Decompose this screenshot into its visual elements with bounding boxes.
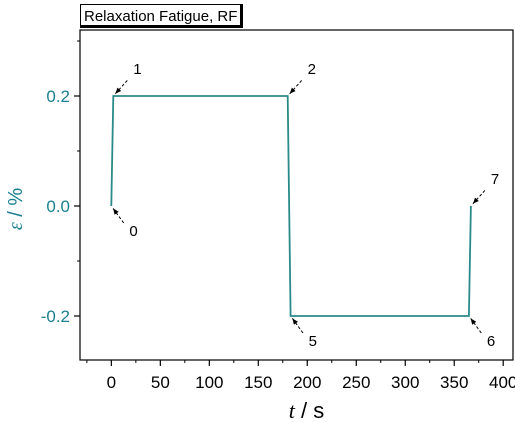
x-tick-label: 300 — [391, 373, 419, 392]
y-axis-label: ε / % — [5, 188, 27, 231]
axis-ticks — [74, 40, 504, 366]
x-tick-label: 400 — [489, 373, 515, 392]
annotation-label: 0 — [129, 223, 137, 240]
chart-title: Relaxation Fatigue, RF — [80, 4, 244, 28]
x-axis-label: t / s — [289, 398, 324, 422]
x-tick-label: 50 — [151, 373, 170, 392]
series-line — [110, 95, 472, 317]
annotation-label: 2 — [308, 61, 316, 78]
x-tick-label: 250 — [342, 373, 370, 392]
annotation-arrowhead — [292, 318, 298, 325]
annotation-arrowhead — [289, 87, 296, 94]
x-tick-label: 350 — [440, 373, 468, 392]
y-tick-label: 0.0 — [46, 197, 70, 216]
x-axis-var: t — [289, 398, 296, 422]
annotation-arrowhead — [113, 208, 119, 215]
y-axis-var: ε — [5, 222, 27, 230]
annotation-arrowhead — [115, 87, 122, 94]
x-tick-label: 200 — [293, 373, 321, 392]
annotation-label: 1 — [133, 61, 141, 78]
annotation-label: 6 — [487, 333, 495, 350]
y-tick-label: 0.2 — [46, 87, 70, 106]
annotation-arrowhead — [470, 318, 477, 325]
x-tick-label: 150 — [244, 373, 272, 392]
annotation-label: 7 — [491, 171, 499, 188]
x-tick-label: 0 — [107, 373, 116, 392]
annotations: 0 1 2 5 6 7 — [112, 61, 499, 350]
x-axis-unit: / s — [295, 398, 324, 422]
annotation-leader — [470, 318, 482, 334]
annotation-arrowhead — [472, 197, 479, 204]
x-tick-label: 100 — [195, 373, 223, 392]
y-tick-label: -0.2 — [41, 307, 70, 326]
annotation-label: 5 — [309, 333, 317, 350]
plot-frame — [79, 29, 514, 361]
y-axis-unit: / % — [5, 188, 27, 223]
annotation-leader — [112, 208, 125, 224]
annotation-leader — [291, 318, 304, 334]
